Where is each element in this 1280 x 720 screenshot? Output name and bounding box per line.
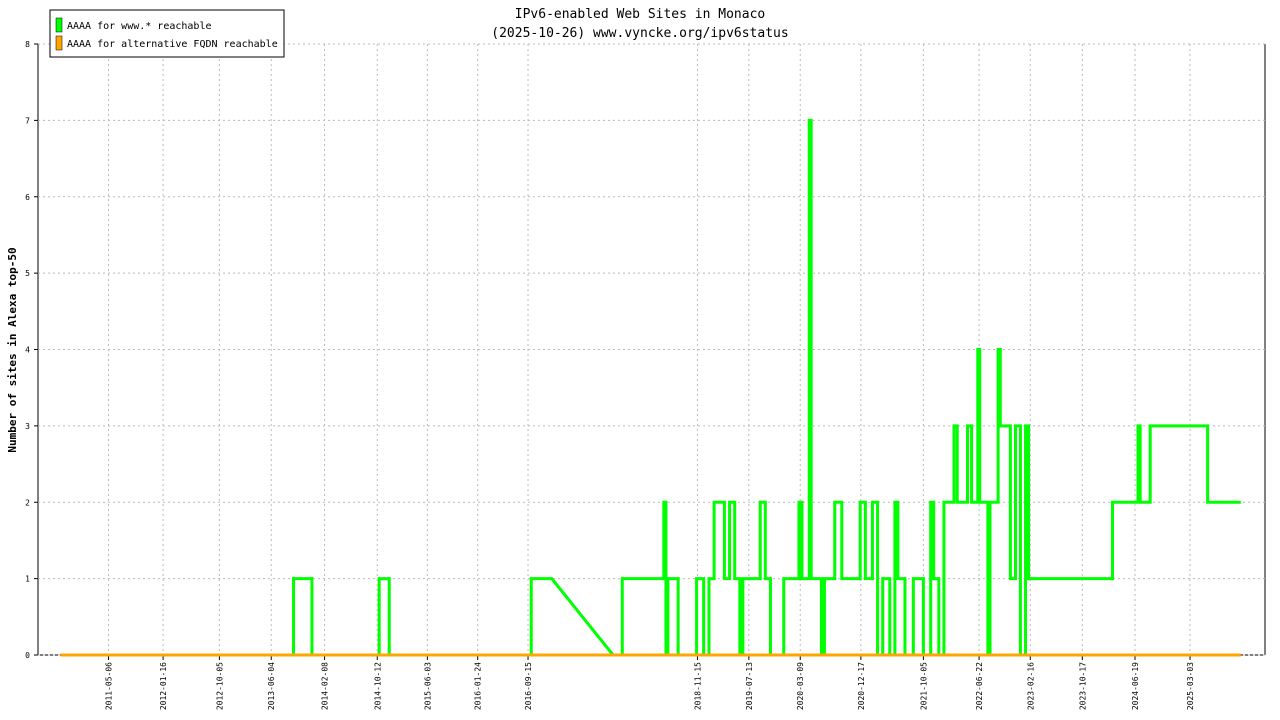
chart-subtitle: (2025-10-26) www.vyncke.org/ipv6status bbox=[491, 26, 788, 41]
legend: AAAA for www.* reachable AAAA for alterna… bbox=[49, 9, 285, 58]
y-tick-label: 0 bbox=[25, 651, 30, 660]
x-tick-label: 2020-12-17 bbox=[857, 662, 866, 710]
y-tick-label: 7 bbox=[25, 116, 30, 125]
y-tick-label: 2 bbox=[25, 498, 30, 507]
series-line bbox=[60, 118, 1241, 657]
x-tick-label: 2018-11-15 bbox=[693, 662, 702, 710]
x-tick-label: 2013-06-04 bbox=[267, 662, 276, 710]
y-tick-label: 1 bbox=[25, 575, 30, 584]
legend-box bbox=[49, 9, 285, 58]
y-axis-label: Number of sites in Alexa top-50 bbox=[6, 247, 19, 452]
x-tick-label: 2014-02-08 bbox=[321, 662, 330, 710]
legend-swatch bbox=[55, 17, 63, 33]
x-tick-label: 2023-02-16 bbox=[1026, 662, 1035, 710]
y-tick-label: 8 bbox=[25, 40, 30, 49]
x-tick-label: 2021-10-05 bbox=[919, 662, 928, 710]
x-tick-label: 2011-05-06 bbox=[104, 662, 113, 710]
x-tick-label: 2023-10-17 bbox=[1078, 662, 1087, 710]
x-tick-label: 2025-03-03 bbox=[1186, 662, 1195, 710]
legend-swatch bbox=[55, 35, 63, 51]
x-tick-label: 2020-03-09 bbox=[796, 662, 805, 710]
x-tick-label: 2024-06-19 bbox=[1131, 662, 1140, 710]
x-tick-label: 2019-07-13 bbox=[745, 662, 754, 710]
x-tick-label: 2022-06-22 bbox=[975, 662, 984, 710]
x-tick-label: 2012-01-16 bbox=[159, 662, 168, 710]
y-tick-label: 3 bbox=[25, 422, 30, 431]
x-tick-label: 2015-06-03 bbox=[423, 662, 432, 710]
x-tick-label: 2014-10-12 bbox=[373, 662, 382, 710]
x-tick-label: 2012-10-05 bbox=[215, 662, 224, 710]
legend-label: AAAA for alternative FQDN reachable bbox=[67, 39, 278, 50]
legend-label: AAAA for www.* reachable bbox=[67, 21, 212, 32]
y-tick-label: 5 bbox=[25, 269, 30, 278]
x-tick-label: 2016-09-15 bbox=[524, 662, 533, 710]
y-tick-label: 4 bbox=[25, 346, 30, 355]
x-tick-label: 2016-01-24 bbox=[474, 662, 483, 710]
y-tick-label: 6 bbox=[25, 193, 30, 202]
chart-title: IPv6-enabled Web Sites in Monaco bbox=[515, 7, 765, 22]
